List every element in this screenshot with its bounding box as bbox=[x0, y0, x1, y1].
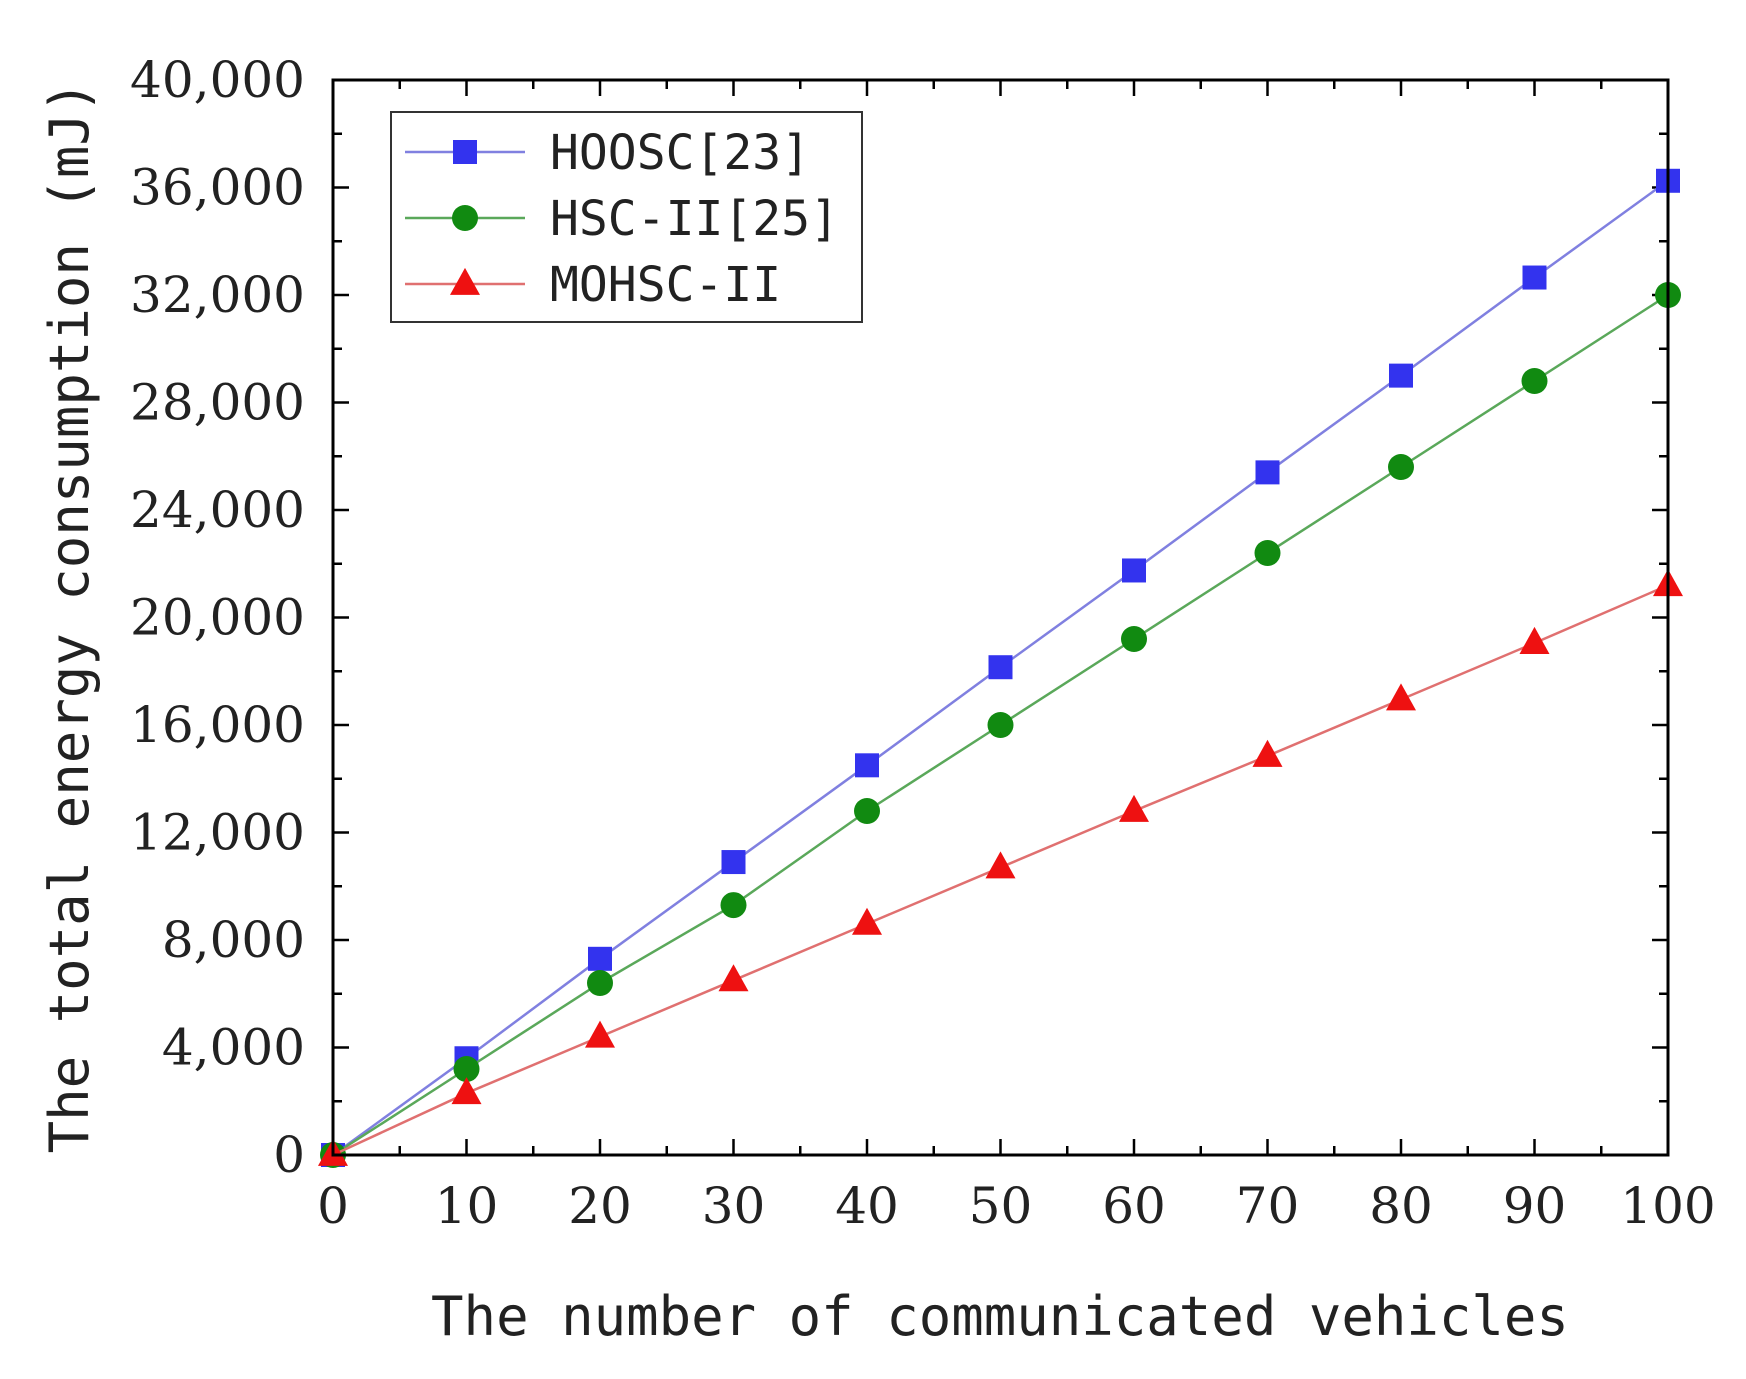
data-point bbox=[1121, 626, 1147, 652]
x-tick-label: 60 bbox=[1102, 1177, 1166, 1235]
data-point bbox=[1388, 454, 1414, 480]
data-point bbox=[585, 1020, 615, 1048]
x-tick-label: 80 bbox=[1369, 1177, 1433, 1235]
axis-ticks bbox=[331, 78, 1670, 1157]
x-tick-label: 10 bbox=[435, 1177, 499, 1235]
data-point bbox=[1255, 460, 1280, 485]
data-point bbox=[852, 907, 882, 935]
data-point bbox=[588, 946, 612, 971]
y-tick-label: 12,000 bbox=[130, 804, 305, 862]
data-point bbox=[1119, 794, 1149, 822]
y-tick-label: 4,000 bbox=[162, 1019, 305, 1077]
y-tick-label: 36,000 bbox=[130, 159, 305, 217]
x-tick-label: 0 bbox=[317, 1177, 349, 1235]
y-tick-label: 32,000 bbox=[130, 266, 305, 324]
data-point bbox=[453, 1056, 480, 1082]
x-axis-title: The number of communicated vehicles bbox=[431, 1285, 1569, 1348]
y-axis-title: The total energy consumption (mJ) bbox=[38, 81, 101, 1154]
x-tick-label: 50 bbox=[969, 1177, 1033, 1235]
data-point bbox=[1386, 683, 1416, 711]
y-tick-label: 0 bbox=[273, 1126, 305, 1184]
y-tick-label: 28,000 bbox=[130, 374, 305, 432]
y-tick-label: 20,000 bbox=[130, 589, 305, 647]
x-tick-label: 40 bbox=[835, 1177, 899, 1235]
data-point bbox=[451, 1077, 482, 1105]
legend-marker bbox=[450, 267, 480, 295]
legend-item: HSC-II[25] bbox=[405, 191, 839, 247]
legend-marker bbox=[452, 205, 478, 231]
plot-frame bbox=[331, 78, 1670, 1157]
data-point bbox=[1519, 626, 1550, 654]
series-HSC-II[25] bbox=[320, 282, 1681, 1168]
x-tick-label: 70 bbox=[1236, 1177, 1300, 1235]
data-point bbox=[985, 851, 1016, 879]
y-tick-label: 40,000 bbox=[130, 51, 305, 109]
legend-marker bbox=[453, 140, 477, 164]
data-point bbox=[854, 798, 880, 824]
data-point bbox=[988, 655, 1013, 680]
legend-label: HSC-II[25] bbox=[550, 191, 839, 247]
data-point bbox=[1252, 739, 1283, 767]
legend-item: HOOSC[23] bbox=[405, 125, 810, 181]
data-point bbox=[1389, 363, 1413, 388]
data-point bbox=[855, 753, 879, 778]
data-point bbox=[1521, 368, 1548, 394]
legend-items: HOOSC[23] HSC-II[25] MOHSC-II bbox=[405, 125, 839, 313]
data-point bbox=[1254, 540, 1281, 566]
x-tick-label: 100 bbox=[1620, 1177, 1715, 1235]
data-point bbox=[587, 970, 613, 996]
x-tick-label: 20 bbox=[568, 1177, 632, 1235]
y-tick-label: 24,000 bbox=[130, 481, 305, 539]
data-point bbox=[720, 892, 747, 919]
data-point bbox=[1122, 558, 1146, 583]
legend-label: MOHSC-II bbox=[550, 257, 781, 313]
x-tick-label: 30 bbox=[702, 1177, 766, 1235]
y-tick-label: 16,000 bbox=[130, 696, 305, 754]
x-tick-label: 90 bbox=[1503, 1177, 1567, 1235]
legend-label: HOOSC[23] bbox=[550, 125, 810, 181]
data-point bbox=[718, 964, 749, 992]
data-point bbox=[721, 850, 746, 875]
tick-labels: 0 10 20 30 40 50 60 70 80 90 100 0 4,000 8,000 12,000 1… bbox=[130, 51, 1716, 1235]
y-tick-label: 8,000 bbox=[162, 911, 305, 969]
legend: HOOSC[23] HSC-II[25] MOHSC-II bbox=[390, 111, 863, 323]
data-point bbox=[987, 712, 1014, 738]
legend-item: MOHSC-II bbox=[405, 257, 781, 313]
data-point bbox=[1522, 265, 1547, 290]
